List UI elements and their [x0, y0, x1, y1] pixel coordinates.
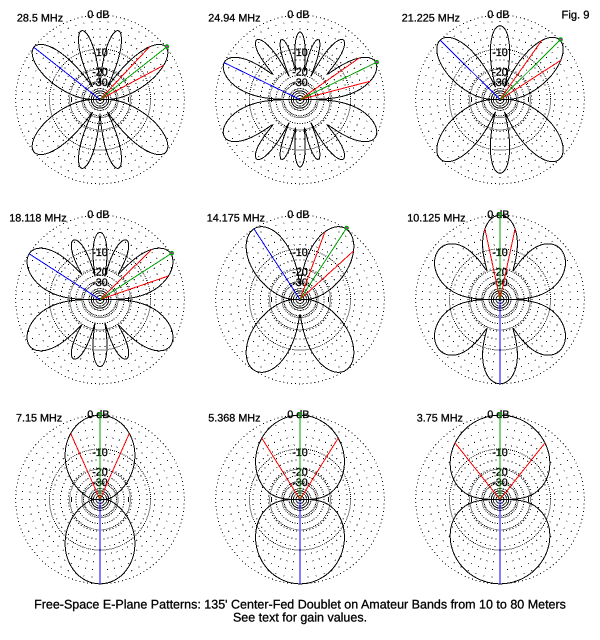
- svg-text:10.125 MHz: 10.125 MHz: [407, 212, 465, 224]
- svg-text:0 dB: 0 dB: [87, 9, 109, 21]
- svg-text:0 dB: 0 dB: [487, 9, 509, 21]
- svg-text:-10: -10: [92, 47, 108, 59]
- svg-text:-10: -10: [92, 247, 108, 259]
- svg-text:0 dB: 0 dB: [87, 209, 109, 221]
- svg-text:-10: -10: [492, 47, 508, 59]
- svg-text:Fig. 9: Fig. 9: [562, 9, 590, 21]
- svg-text:21.225 MHz: 21.225 MHz: [402, 12, 460, 24]
- svg-text:28.5 MHz: 28.5 MHz: [17, 12, 63, 24]
- svg-text:-10: -10: [292, 247, 308, 259]
- svg-text:-30: -30: [292, 77, 308, 89]
- svg-text:-20: -20: [492, 67, 508, 79]
- svg-text:-20: -20: [292, 267, 308, 279]
- svg-text:14.175 MHz: 14.175 MHz: [207, 212, 265, 224]
- svg-text:-30: -30: [92, 77, 108, 89]
- svg-text:24.94 MHz: 24.94 MHz: [208, 12, 260, 24]
- svg-text:-10: -10: [292, 47, 308, 59]
- svg-text:0 dB: 0 dB: [287, 9, 309, 21]
- svg-text:-30: -30: [92, 277, 108, 289]
- svg-text:See text for gain values.: See text for gain values.: [233, 611, 367, 625]
- svg-text:7.15 MHz: 7.15 MHz: [16, 412, 62, 424]
- svg-text:3.75 MHz: 3.75 MHz: [417, 412, 463, 424]
- svg-text:-20: -20: [292, 67, 308, 79]
- svg-text:Free-Space E-Plane Patterns: 1: Free-Space E-Plane Patterns: 135' Center…: [34, 598, 566, 612]
- svg-text:5.368 MHz: 5.368 MHz: [208, 412, 260, 424]
- svg-text:-20: -20: [92, 67, 108, 79]
- svg-text:-30: -30: [492, 77, 508, 89]
- svg-text:0 dB: 0 dB: [287, 209, 309, 221]
- svg-text:-20: -20: [92, 267, 108, 279]
- svg-text:18.118 MHz: 18.118 MHz: [9, 212, 66, 224]
- svg-text:-30: -30: [292, 277, 308, 289]
